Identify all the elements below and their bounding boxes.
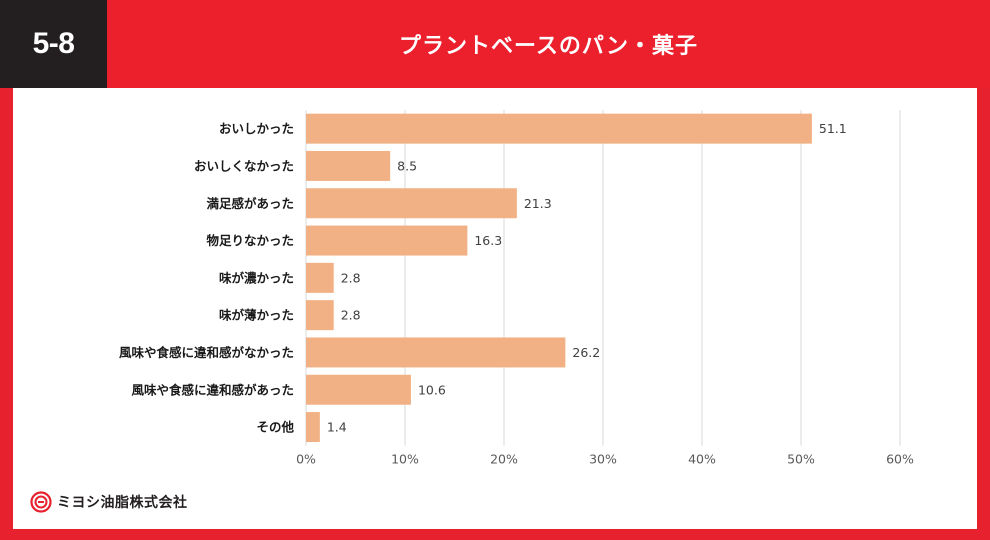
x-tick-label: 30%	[589, 452, 617, 467]
x-tick-label: 20%	[490, 452, 518, 467]
header-bar: 5-8 プラントベースのパン・菓子	[0, 0, 990, 88]
category-label: 風味や食感に違和感がなかった	[119, 345, 294, 360]
category-label: おいしかった	[219, 121, 294, 136]
data-label: 51.1	[819, 121, 847, 136]
category-label: 味が濃かった	[219, 270, 294, 285]
data-label: 8.5	[397, 158, 417, 173]
category-label: 満足感があった	[206, 196, 294, 211]
category-label: 物足りなかった	[206, 233, 294, 248]
data-label: 16.3	[474, 233, 502, 248]
category-label: 風味や食感に違和感があった	[131, 382, 294, 397]
bar	[306, 337, 566, 368]
company-logo: ミヨシ油脂株式会社	[30, 489, 188, 515]
bar	[306, 150, 391, 181]
data-label: 21.3	[524, 196, 552, 211]
bar	[306, 188, 517, 219]
bar	[306, 225, 468, 256]
category-label: その他	[256, 420, 294, 435]
data-label: 2.8	[341, 270, 361, 285]
x-tick-label: 0%	[296, 452, 316, 467]
x-tick-label: 40%	[688, 452, 716, 467]
category-label: おいしくなかった	[194, 158, 294, 173]
x-tick-label: 10%	[391, 452, 419, 467]
x-tick-label: 50%	[787, 452, 815, 467]
company-emblem-icon	[30, 491, 52, 513]
bar	[306, 300, 334, 331]
bar	[306, 374, 411, 405]
page-title: プラントベースのパン・菓子	[398, 34, 698, 59]
x-tick-label: 60%	[886, 452, 914, 467]
bar	[306, 412, 320, 443]
data-label: 26.2	[572, 345, 600, 360]
chart-panel: 0% 10% 20% 30% 40% 50% 60% おいしかった 51.1 おいしくなかった 8.…	[13, 88, 977, 529]
section-number-badge: 5-8	[0, 0, 107, 88]
bar	[306, 262, 334, 293]
bar-chart: 0% 10% 20% 30% 40% 50% 60% おいしかった 51.1 おいしくなかった 8.…	[119, 110, 914, 467]
data-label: 2.8	[341, 308, 361, 323]
category-label: 味が薄かった	[219, 308, 294, 323]
bar	[306, 113, 812, 144]
data-label: 10.6	[418, 382, 446, 397]
data-label: 1.4	[327, 420, 347, 435]
company-name: ミヨシ油脂株式会社	[57, 495, 188, 511]
